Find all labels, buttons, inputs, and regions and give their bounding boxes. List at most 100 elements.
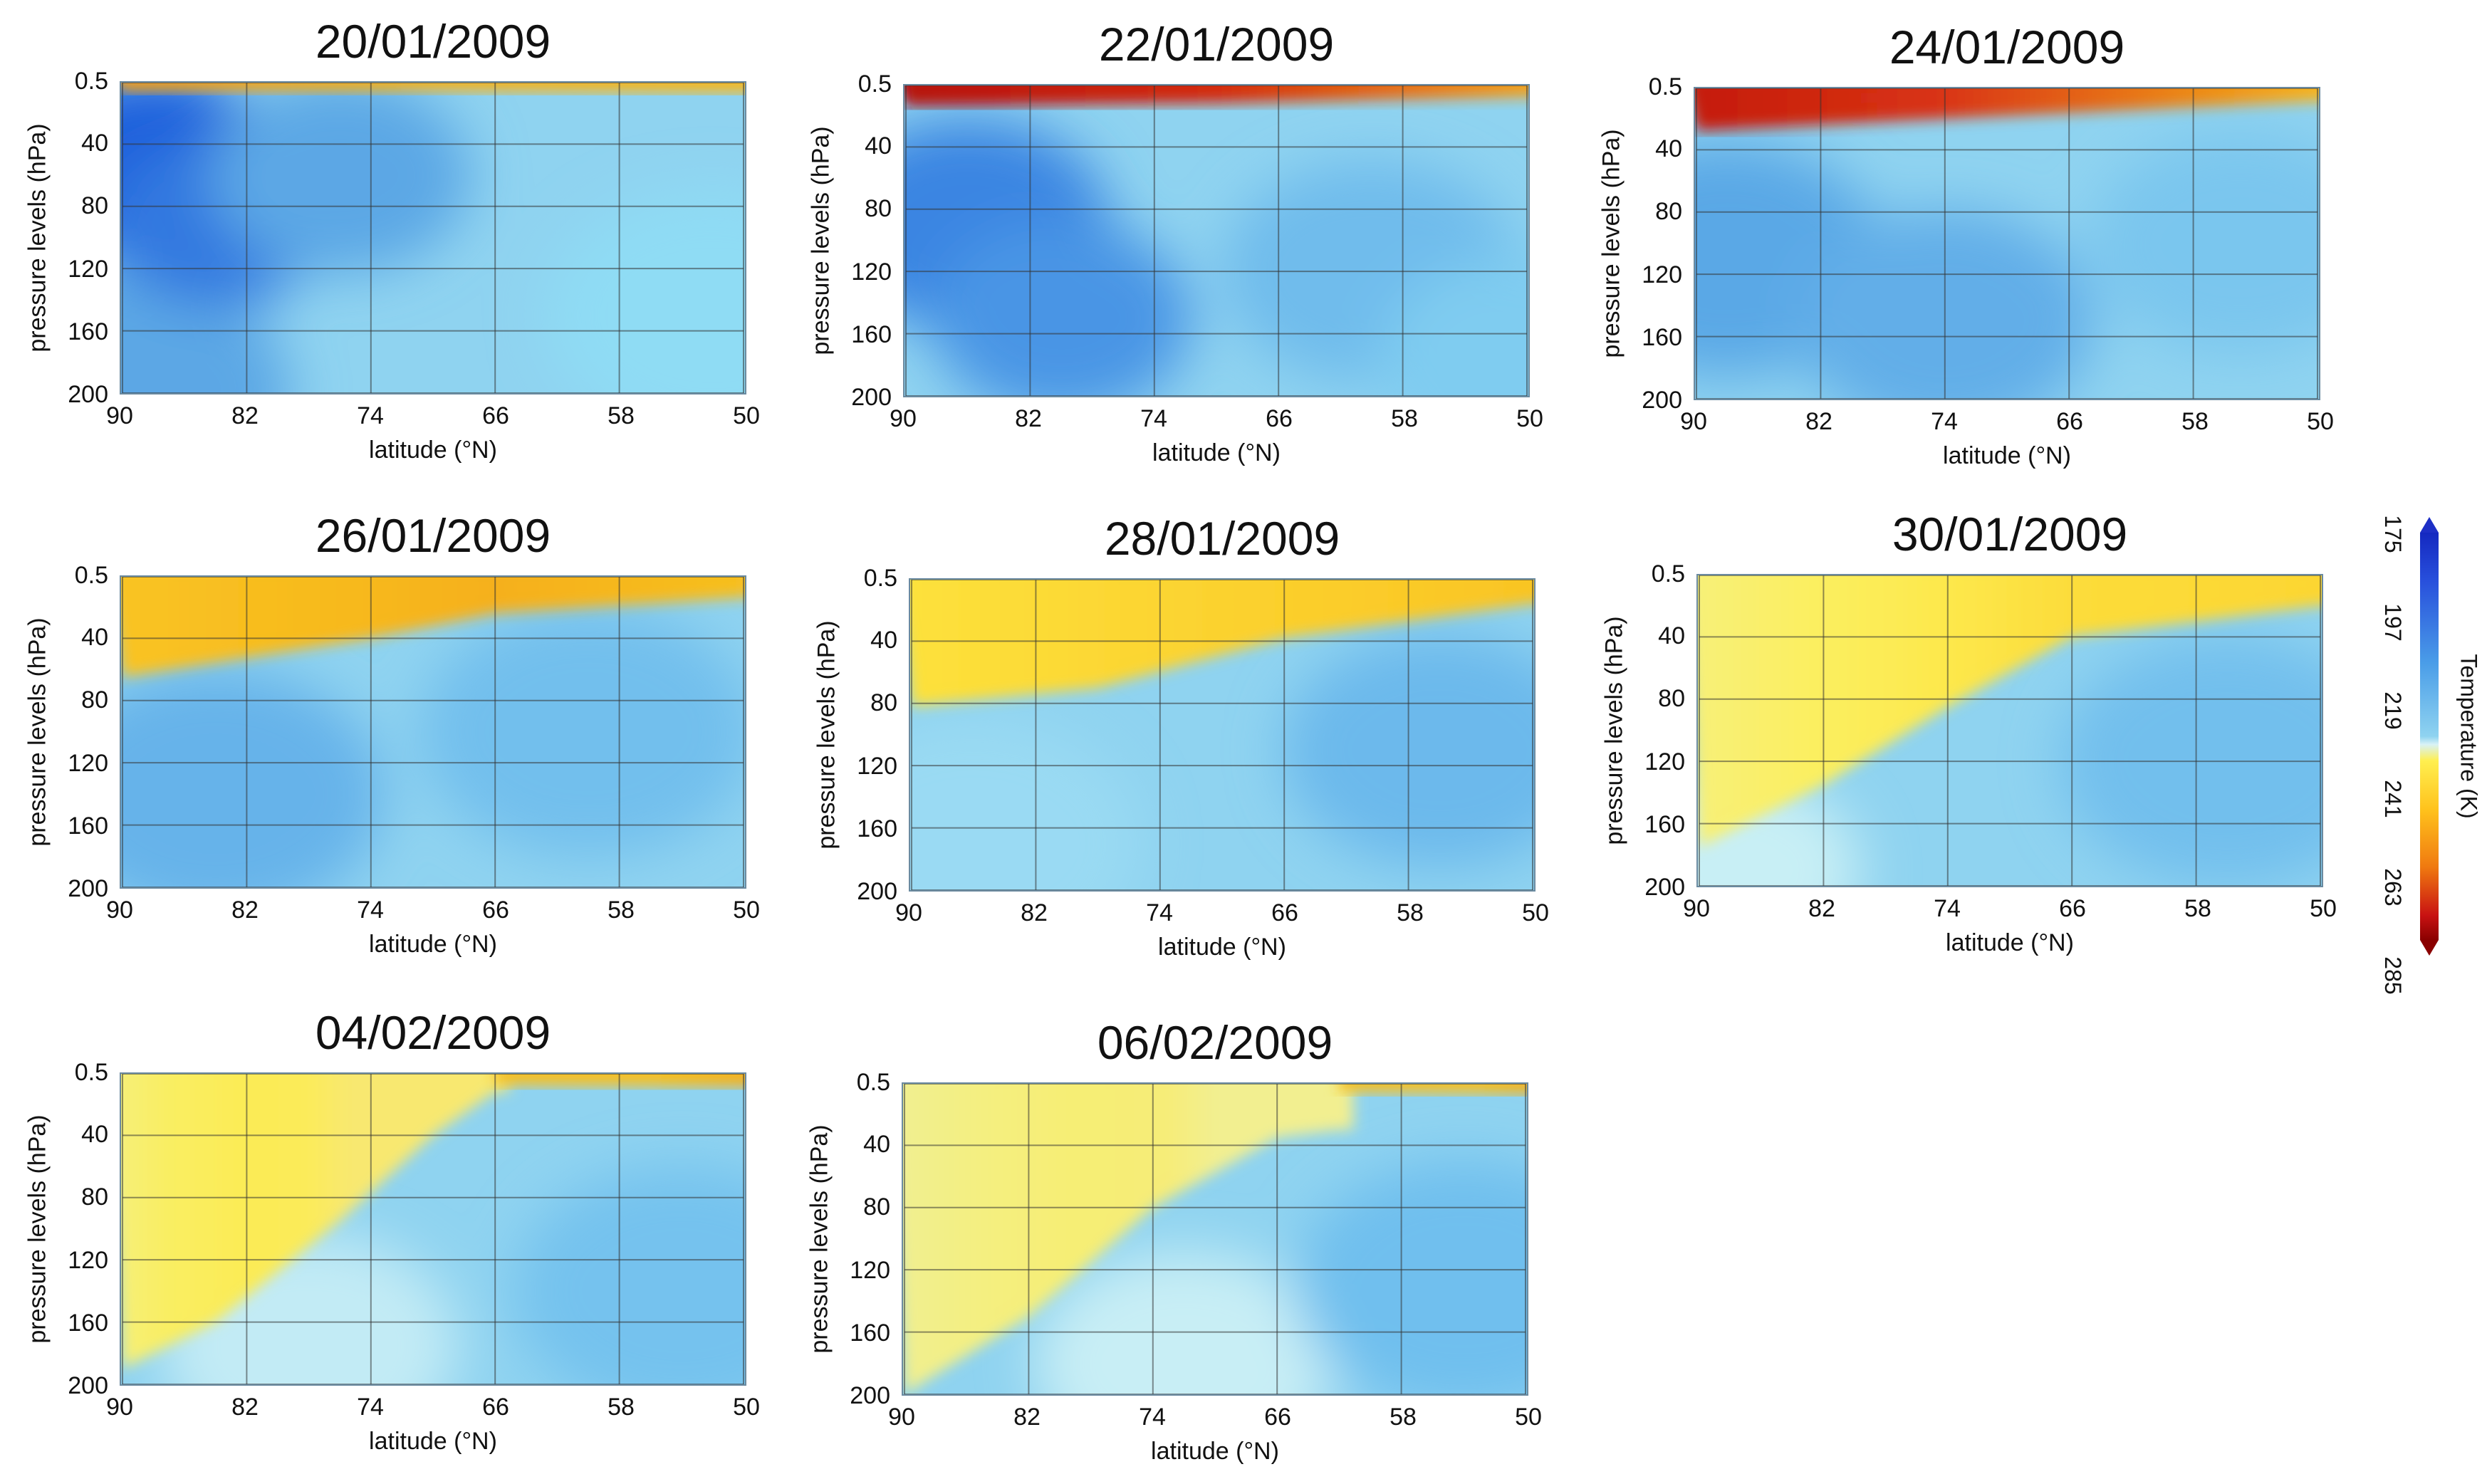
colorbar-tick: 175 bbox=[2380, 515, 2406, 553]
x-axis-label: latitude (°N) bbox=[1158, 934, 1286, 961]
x-tick-label: 58 bbox=[1390, 1404, 1417, 1431]
chart-title: 06/02/2009 bbox=[1097, 1016, 1333, 1069]
chart-title: 04/02/2009 bbox=[315, 1006, 551, 1059]
chart-panel: 30/01/2009 pressure levels (hPa) 0.5 40 80 12… bbox=[1577, 506, 2346, 976]
colorbar-top-arrow bbox=[2420, 517, 2439, 533]
y-tick-label: 40 bbox=[1658, 622, 1685, 650]
gridlines bbox=[911, 580, 1533, 890]
x-tick-label: 66 bbox=[482, 897, 509, 924]
heatmap-plot-area bbox=[120, 1072, 746, 1386]
colorbar-label: Temperature (K) bbox=[2456, 654, 2482, 819]
heatmap-svg bbox=[121, 83, 745, 393]
x-tick-label: 82 bbox=[231, 897, 259, 924]
colorbar-tick: 197 bbox=[2380, 603, 2406, 642]
x-tick-label: 82 bbox=[231, 402, 259, 429]
top-streak-group bbox=[495, 1074, 745, 1087]
top-streak-group bbox=[1339, 1084, 1527, 1094]
y-tick-label: 0.5 bbox=[74, 1059, 108, 1086]
heatmap-field bbox=[1695, 131, 2319, 399]
heatmap-svg bbox=[904, 85, 1528, 396]
y-axis-label-wrap: pressure levels (hPa) bbox=[20, 81, 56, 394]
y-tick-label: 160 bbox=[68, 1309, 108, 1337]
x-axis-label: latitude (°N) bbox=[369, 1428, 497, 1455]
y-axis-label: pressure levels (hPa) bbox=[813, 620, 840, 850]
warm-layer bbox=[1698, 575, 2322, 847]
heatmap-cell bbox=[930, 220, 1192, 396]
gridlines bbox=[122, 1074, 744, 1384]
colorbar-tick: 285 bbox=[2380, 956, 2406, 995]
heatmap-cell bbox=[1035, 1251, 1333, 1394]
x-tick-label: 50 bbox=[2310, 895, 2337, 922]
heatmap-svg bbox=[1698, 575, 2322, 886]
heatmap-cell bbox=[1377, 253, 1528, 396]
x-tick-label: 66 bbox=[2056, 408, 2083, 435]
chart-title: 22/01/2009 bbox=[1098, 18, 1335, 70]
y-tick-label: 40 bbox=[865, 132, 892, 160]
x-tick-label: 74 bbox=[1139, 1404, 1166, 1431]
y-tick-label: 40 bbox=[1655, 135, 1682, 163]
x-tick-label: 58 bbox=[608, 1394, 635, 1421]
x-tick-label: 66 bbox=[482, 402, 509, 429]
y-tick-label: 200 bbox=[68, 381, 108, 408]
x-tick-label: 50 bbox=[1522, 899, 1549, 926]
x-tick-label: 90 bbox=[106, 897, 133, 924]
x-tick-label: 66 bbox=[482, 1394, 509, 1421]
chart-panel: 06/02/2009 pressure levels (hPa) 0.5 40 80 12… bbox=[782, 1014, 1551, 1484]
heatmap-plot-area bbox=[909, 578, 1536, 892]
warm-layer-group bbox=[1695, 88, 2319, 132]
y-tick-label: 120 bbox=[857, 752, 897, 780]
warm-layer bbox=[121, 1074, 510, 1369]
warm-layer-group bbox=[904, 85, 1528, 107]
y-tick-label: 80 bbox=[1658, 685, 1685, 713]
y-tick-label: 120 bbox=[68, 749, 108, 777]
chart-title: 28/01/2009 bbox=[1104, 512, 1340, 565]
warm-layer-group bbox=[121, 83, 745, 93]
x-axis-label: latitude (°N) bbox=[1152, 439, 1281, 466]
y-axis-label: pressure levels (hPa) bbox=[805, 1124, 833, 1354]
chart-title: 30/01/2009 bbox=[1892, 508, 2128, 560]
x-axis-label: latitude (°N) bbox=[1151, 1438, 1279, 1465]
warm-layer bbox=[121, 83, 745, 93]
y-tick-label: 160 bbox=[68, 812, 108, 840]
y-tick-label: 80 bbox=[865, 195, 892, 223]
y-tick-label: 160 bbox=[1642, 323, 1682, 351]
x-tick-label: 66 bbox=[1264, 1404, 1291, 1431]
y-axis-label-wrap: pressure levels (hPa) bbox=[809, 578, 845, 892]
y-axis-label: pressure levels (hPa) bbox=[807, 126, 835, 355]
y-tick-label: 80 bbox=[863, 1193, 890, 1221]
warm-layer-group bbox=[910, 580, 1534, 707]
heatmap-plot-area bbox=[902, 1082, 1528, 1396]
colorbar-tick: 263 bbox=[2380, 868, 2406, 906]
y-axis-label: pressure levels (hPa) bbox=[1597, 129, 1625, 358]
x-tick-label: 50 bbox=[2307, 408, 2334, 435]
y-tick-label: 200 bbox=[68, 875, 108, 902]
x-axis-label: latitude (°N) bbox=[369, 931, 497, 958]
x-tick-label: 50 bbox=[1515, 1404, 1542, 1431]
y-tick-label: 160 bbox=[851, 320, 892, 348]
x-tick-label: 74 bbox=[1146, 899, 1173, 926]
colorbar-tick: 241 bbox=[2380, 780, 2406, 818]
x-tick-label: 82 bbox=[1015, 405, 1042, 432]
y-tick-label: 120 bbox=[68, 1246, 108, 1274]
y-tick-label: 40 bbox=[81, 624, 108, 652]
x-tick-label: 90 bbox=[1683, 895, 1710, 922]
heatmap-svg bbox=[121, 1074, 745, 1384]
gridlines bbox=[1696, 88, 2318, 399]
y-tick-label: 0.5 bbox=[74, 68, 108, 95]
chart-panel: 26/01/2009 pressure levels (hPa) 0.5 40 80 12… bbox=[0, 507, 769, 977]
y-tick-label: 120 bbox=[850, 1256, 890, 1284]
heatmap-cell bbox=[420, 605, 745, 857]
y-tick-label: 40 bbox=[81, 1121, 108, 1149]
heatmap-plot-area bbox=[903, 84, 1530, 397]
warm-layer-group bbox=[121, 577, 745, 677]
y-axis-label-wrap: pressure levels (hPa) bbox=[1594, 87, 1630, 400]
x-tick-label: 74 bbox=[357, 897, 384, 924]
x-tick-label: 82 bbox=[1013, 1404, 1041, 1431]
heatmap-plot-area bbox=[120, 575, 746, 889]
x-tick-label: 90 bbox=[106, 1394, 133, 1421]
top-streak bbox=[1339, 1084, 1527, 1094]
gridlines bbox=[122, 83, 744, 393]
warm-layer-group bbox=[1698, 575, 2322, 847]
x-axis-label: latitude (°N) bbox=[1943, 442, 2071, 469]
warm-layer bbox=[1695, 88, 2319, 132]
